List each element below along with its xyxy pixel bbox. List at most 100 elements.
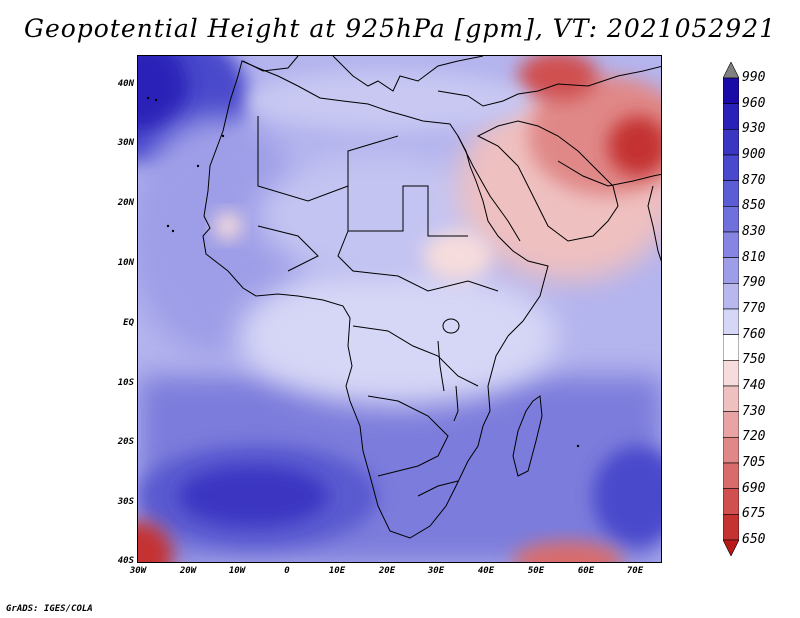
canary-islands bbox=[221, 134, 225, 138]
south-atlantic-high-core bbox=[178, 466, 328, 526]
colorbar-label: 900 bbox=[742, 147, 766, 162]
red-sea-coastline bbox=[457, 135, 521, 242]
lon-label-50e: 50E bbox=[527, 566, 545, 576]
colorbar-box bbox=[723, 514, 739, 541]
colorbar-label: 790 bbox=[742, 275, 766, 291]
azores-islands-2 bbox=[154, 98, 158, 102]
colorbar-label: 810 bbox=[742, 249, 766, 265]
pakistan-heat-low-core bbox=[608, 116, 661, 176]
asia-minor-coastline bbox=[437, 65, 661, 107]
colorbar-box bbox=[723, 103, 739, 130]
colorbar-bottom-triangle bbox=[723, 539, 739, 556]
colorbar-box bbox=[723, 308, 739, 335]
lat-label-30n: 30N bbox=[117, 138, 134, 148]
lon-label-60e: 60E bbox=[577, 566, 595, 576]
azores-islands bbox=[146, 96, 150, 100]
lon-label-0: 0 bbox=[284, 566, 290, 576]
central-africa-borders bbox=[337, 230, 499, 292]
colorbar-box bbox=[723, 411, 739, 438]
lon-label-20w: 20W bbox=[179, 566, 197, 576]
lon-label-10w: 10W bbox=[228, 566, 246, 576]
lake-tanganyika bbox=[437, 340, 445, 392]
caucasus-low bbox=[518, 56, 598, 101]
madeira-islands bbox=[196, 164, 200, 168]
colorbar-box bbox=[723, 488, 739, 515]
colorbar-label: 960 bbox=[742, 95, 766, 111]
colorbar-label: 770 bbox=[742, 301, 766, 316]
cape-verde-islands bbox=[166, 224, 170, 228]
lat-label-eq: EQ bbox=[123, 318, 134, 328]
lat-label-20s: 20S bbox=[117, 437, 134, 447]
colorbar-label: 830 bbox=[742, 224, 766, 239]
south-africa-borders bbox=[417, 480, 459, 497]
south-indian-low bbox=[513, 541, 623, 562]
colorbar-label: 705 bbox=[742, 455, 766, 470]
lon-label-30e: 30E bbox=[427, 566, 445, 576]
colorbar-box bbox=[723, 437, 739, 464]
colorbar-label: 990 bbox=[742, 70, 766, 85]
lat-label-10s: 10S bbox=[117, 378, 134, 388]
mediterranean-field bbox=[248, 71, 528, 131]
lat-label-40s: 40S bbox=[117, 556, 134, 566]
colorbar-box bbox=[723, 334, 739, 361]
colorbar-box bbox=[723, 180, 739, 207]
coastlines bbox=[202, 56, 661, 539]
colorbar-label: 740 bbox=[742, 378, 766, 393]
colorbar-label: 730 bbox=[742, 403, 766, 419]
congo-borders bbox=[352, 325, 479, 387]
colorbar-label: 930 bbox=[742, 121, 766, 137]
arabia-coastline bbox=[476, 120, 619, 242]
colorbar-label: 720 bbox=[742, 429, 766, 445]
grads-credit: GrADS: IGES/COLA bbox=[6, 604, 93, 614]
west-sahara-heat-low bbox=[214, 212, 242, 240]
cape-verde-islands-2 bbox=[171, 229, 175, 233]
europe-coastline bbox=[332, 56, 484, 92]
india-coastline bbox=[647, 185, 661, 262]
equatorial-low-heights bbox=[238, 266, 558, 406]
colorbar-label: 870 bbox=[742, 172, 766, 188]
lat-label-30s: 30S bbox=[117, 497, 134, 507]
colorbar-label: 750 bbox=[742, 352, 766, 368]
colorbar-box bbox=[723, 360, 739, 387]
colorbar-top-triangle bbox=[723, 62, 739, 79]
colorbar-label: 650 bbox=[742, 532, 766, 547]
colorbar-box bbox=[723, 462, 739, 489]
map-canvas bbox=[138, 56, 661, 562]
colorbar-label: 850 bbox=[742, 198, 766, 214]
colorbar-label: 760 bbox=[742, 326, 766, 342]
colorbar-label: 675 bbox=[742, 506, 766, 522]
lon-label-10e: 10E bbox=[328, 566, 346, 576]
colorbar-box bbox=[723, 77, 739, 104]
atlantic-islands bbox=[146, 96, 580, 448]
colorbar-box bbox=[723, 206, 739, 233]
colorbar-box bbox=[723, 257, 739, 284]
africa-coastline bbox=[202, 60, 549, 539]
colorbar-box bbox=[723, 129, 739, 156]
sudan-heat-low bbox=[423, 231, 493, 281]
north-africa-borders bbox=[257, 116, 399, 202]
lon-label-20e: 20E bbox=[378, 566, 396, 576]
colorbar bbox=[723, 62, 739, 556]
colorbar-label: 690 bbox=[742, 480, 766, 496]
lake-malawi bbox=[453, 385, 459, 422]
lon-label-70e: 70E bbox=[626, 566, 644, 576]
map-title: Geopotential Height at 925hPa [gpm], VT:… bbox=[23, 14, 777, 43]
lake-victoria bbox=[442, 318, 460, 334]
north-atlantic-high-core bbox=[138, 56, 188, 131]
madagascar-coastline bbox=[512, 395, 543, 477]
iran-coastline bbox=[557, 160, 661, 187]
colorbar-box bbox=[723, 154, 739, 181]
colorbar-box bbox=[723, 231, 739, 258]
colorbar-box bbox=[723, 385, 739, 412]
colorbar-box bbox=[723, 283, 739, 310]
west-africa-borders bbox=[257, 225, 319, 272]
map-panel bbox=[137, 55, 662, 563]
indian-ocean-high bbox=[593, 446, 661, 546]
lat-label-40n: 40N bbox=[117, 79, 134, 89]
southern-africa-borders bbox=[367, 395, 449, 477]
southwest-corner-low bbox=[138, 521, 173, 562]
lon-label-40e: 40E bbox=[477, 566, 495, 576]
lon-label-30w: 30W bbox=[129, 566, 147, 576]
iberia-coastline bbox=[242, 56, 299, 72]
lat-label-20n: 20N bbox=[117, 198, 134, 208]
